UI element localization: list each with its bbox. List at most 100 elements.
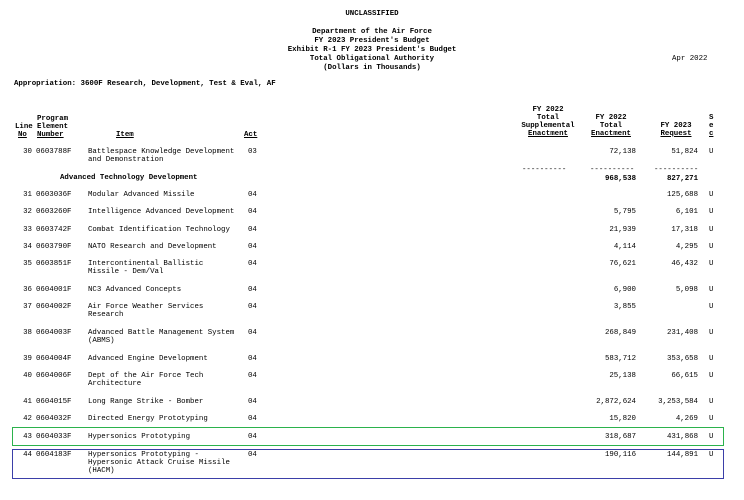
row-program-element: 0604033F: [36, 433, 72, 441]
row-item: Research: [88, 311, 124, 319]
row30-fy2022: 72,138: [609, 148, 636, 156]
row-act: 04: [248, 329, 257, 337]
row-line-no: 33: [23, 226, 32, 234]
row-program-element: 0603036F: [36, 191, 72, 199]
row-line-no: 43: [23, 433, 32, 441]
row-sec: U: [709, 355, 714, 363]
col-fy2022-3: Enactment: [591, 130, 631, 138]
row-fy2022-enactment: 3,855: [613, 303, 636, 311]
header-line-2: FY 2023 President's Budget: [314, 37, 430, 45]
row-act: 04: [248, 303, 257, 311]
col-sec-2: e: [709, 122, 714, 130]
row-act: 04: [248, 191, 257, 199]
col-program-3: Number: [37, 131, 64, 139]
row-fy2022-enactment: 5,795: [613, 208, 636, 216]
row-item: Intelligence Advanced Development: [88, 208, 235, 216]
row-fy2022-enactment: 2,872,624: [596, 398, 636, 406]
row-line-no: 32: [23, 208, 32, 216]
row-item: NC3 Advanced Concepts: [88, 286, 182, 294]
row-fy2022-enactment: 25,138: [609, 372, 636, 380]
header-line-1: Department of the Air Force: [312, 28, 432, 36]
row30-pe: 0603788F: [36, 148, 72, 156]
row-fy2022-enactment: 6,900: [613, 286, 636, 294]
col-sec-3: c: [709, 130, 714, 138]
row-item: NATO Research and Development: [88, 243, 217, 251]
row-fy2023-request: 231,408: [666, 329, 698, 337]
row-fy2022-enactment: 15,820: [609, 415, 636, 423]
row-sec: U: [709, 451, 714, 459]
subtotal-label: Advanced Technology Development: [60, 174, 198, 182]
subtotal-fy2023-dash: ----------: [654, 166, 699, 174]
row-line-no: 36: [23, 286, 32, 294]
col-line-1: Line: [15, 123, 33, 131]
row-fy2023-request: 46,432: [671, 260, 698, 268]
row-sec: U: [709, 433, 714, 441]
row-fy2023-request: 3,253,584: [658, 398, 698, 406]
row-sec: U: [709, 208, 714, 216]
col-fy2022-2: Total: [599, 122, 623, 130]
row30-item-1: Battlespace Knowledge Development: [88, 148, 235, 156]
row-item: Hypersonic Attack Cruise Missile: [88, 459, 230, 467]
row-line-no: 37: [23, 303, 32, 311]
row-line-no: 39: [23, 355, 32, 363]
row-item: Directed Energy Prototyping: [88, 415, 208, 423]
row-fy2023-request: 431,868: [666, 433, 698, 441]
subtotal-fy2022: 968,538: [604, 175, 636, 183]
row-program-element: 0604004F: [36, 355, 72, 363]
row-item: Architecture: [88, 380, 142, 388]
row-sec: U: [709, 303, 714, 311]
col-program-1: Program: [37, 115, 69, 123]
col-supp-1: FY 2022: [532, 106, 564, 114]
col-fy2023-2: Request: [660, 130, 692, 138]
row-item: Hypersonics Prototyping -: [88, 451, 199, 459]
row-fy2022-enactment: 318,687: [604, 433, 636, 441]
row-act: 04: [248, 415, 257, 423]
row-program-element: 0604002F: [36, 303, 72, 311]
row-act: 04: [248, 243, 257, 251]
row-program-element: 0603742F: [36, 226, 72, 234]
row-item: (HACM): [88, 467, 115, 475]
row-sec: U: [709, 286, 714, 294]
row-sec: U: [709, 372, 714, 380]
col-fy2022-1: FY 2022: [595, 114, 627, 122]
row-act: 04: [248, 208, 257, 216]
row-item: Hypersonics Prototyping: [88, 433, 191, 441]
col-sec-1: S: [709, 114, 714, 122]
row-item: Advanced Engine Development: [88, 355, 208, 363]
col-supp-3: Supplemental: [521, 122, 575, 130]
row-item: Air Force Weather Services: [88, 303, 204, 311]
row-program-element: 0604015F: [36, 398, 72, 406]
row-item: Intercontinental Ballistic: [88, 260, 204, 268]
row-act: 04: [248, 372, 257, 380]
row-line-no: 40: [23, 372, 32, 380]
row-sec: U: [709, 398, 714, 406]
col-supp-4: Enactment: [528, 130, 568, 138]
row-fy2023-request: 5,098: [675, 286, 698, 294]
header-line-5: (Dollars in Thousands): [323, 64, 421, 72]
row-sec: U: [709, 191, 714, 199]
row-line-no: 38: [23, 329, 32, 337]
classification-banner: UNCLASSIFIED: [345, 10, 399, 18]
row30-item-2: and Demonstration: [88, 156, 164, 164]
col-program-2: Element: [37, 123, 69, 131]
row-fy2023-request: 66,615: [671, 372, 698, 380]
row30-fy2023: 51,824: [671, 148, 698, 156]
col-line-2: No: [18, 131, 27, 139]
row-item: Long Range Strike - Bomber: [88, 398, 204, 406]
row-fy2023-request: 17,318: [671, 226, 698, 234]
row-item: Advanced Battle Management System: [88, 329, 235, 337]
highlight-box-green: [12, 427, 724, 446]
row-fy2022-enactment: 268,849: [604, 329, 636, 337]
row-fy2023-request: 144,891: [666, 451, 698, 459]
row-item: Dept of the Air Force Tech: [88, 372, 204, 380]
row-fy2023-request: 125,688: [666, 191, 698, 199]
row-program-element: 0604183F: [36, 451, 72, 459]
row-sec: U: [709, 243, 714, 251]
subtotal-fy2023: 827,271: [666, 175, 698, 183]
row-act: 04: [248, 355, 257, 363]
row-line-no: 44: [23, 451, 32, 459]
col-fy2023-1: FY 2023: [660, 122, 692, 130]
row-fy2022-enactment: 76,621: [609, 260, 636, 268]
row-fy2023-request: 353,658: [666, 355, 698, 363]
subtotal-supp-dash: ----------: [522, 166, 567, 174]
